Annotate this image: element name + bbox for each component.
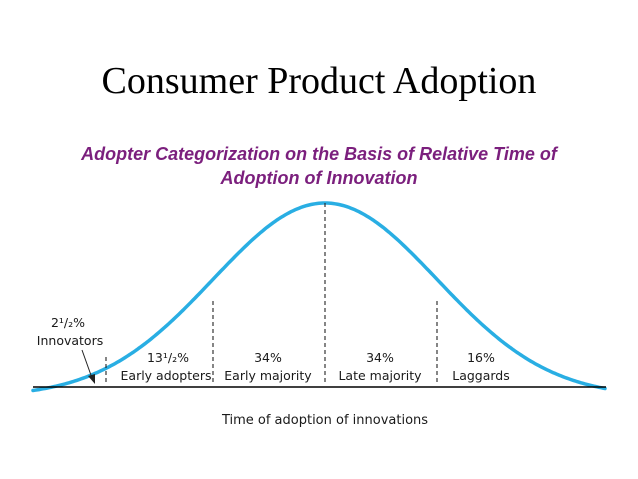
innovators-arrowhead bbox=[88, 374, 95, 384]
subtitle-line-2: Adoption of Innovation bbox=[220, 168, 418, 188]
diagram-subtitle: Adopter Categorization on the Basis of R… bbox=[14, 142, 624, 190]
early-adopters-percent: 13¹/₂% bbox=[147, 350, 189, 365]
page-title: Consumer Product Adoption bbox=[101, 60, 537, 102]
innovators-arrow-line bbox=[81, 349, 93, 379]
axis-label: Time of adoption of innovations bbox=[221, 413, 428, 428]
laggards-label: Laggards bbox=[452, 368, 510, 383]
late-majority-percent: 34% bbox=[366, 350, 394, 365]
innovators-label: Innovators bbox=[37, 333, 103, 348]
early-majority-label: Early majority bbox=[224, 368, 312, 383]
early-adopters-label: Early adopters bbox=[121, 368, 212, 383]
laggards-percent: 16% bbox=[467, 350, 495, 365]
subtitle-line-1: Adopter Categorization on the Basis of R… bbox=[81, 144, 557, 164]
late-majority-label: Late majority bbox=[338, 368, 422, 383]
innovators-percent: 2¹/₂% bbox=[51, 315, 85, 330]
bell-curve bbox=[31, 201, 607, 393]
early-majority-percent: 34% bbox=[254, 350, 282, 365]
